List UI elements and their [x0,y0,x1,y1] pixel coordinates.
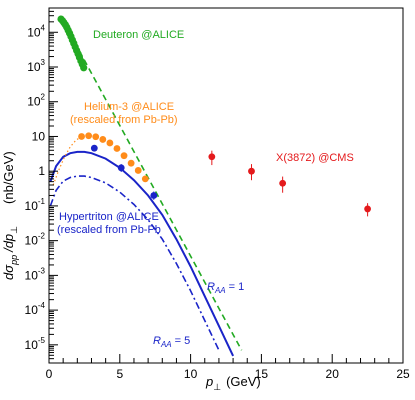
x-tick-label: 15 [255,367,269,381]
data-point-x-3872-cms [364,205,371,213]
data-point-helium-3-alice [99,136,107,143]
y-tick-label: 10-3 [25,266,46,282]
annotation-hypertriton-line1: Hypertriton @ALICE [59,211,159,223]
data-point-hypertriton-alice [90,144,98,152]
plot-frame [48,7,404,364]
annotation-hypertriton-line2: (rescaled from Pb-Pb [57,224,161,236]
annotation-raa-5: RAA = 5 [153,335,190,349]
data-point-helium-3-alice [120,152,128,160]
data-point-helium-3-alice [127,159,135,167]
data-point-helium-3-alice [141,175,149,183]
data-point-helium-3-alice [92,133,100,141]
annotation-helium-line1: Helium-3 @ALICE [84,101,174,113]
y-tick-label: 10 [32,129,46,143]
data-point-deuteron-alice [80,64,88,72]
y-tick-label: 103 [27,58,45,74]
data-point-helium-3-alice [85,132,93,140]
data-point-hypertriton-alice [117,164,125,172]
annotation-cms: X(3872) @CMS [276,152,354,164]
x-tick-label: 10 [184,367,198,381]
data-point-helium-3-alice [134,167,142,174]
series-line-coalescence-r-aa-5 [49,175,220,351]
y-tick-label: 10-5 [25,336,46,352]
annotation-raa-1: RAA = 1 [207,281,244,295]
data-point-helium-3-alice [78,133,85,140]
x-tick-label: 25 [396,367,410,381]
x-tick-label: 5 [116,367,123,381]
y-tick-label: 1 [38,164,45,178]
data-point-x-3872-cms [248,167,255,175]
data-point-x-3872-cms [208,153,216,161]
y-axis-title: dσpp/dp⊥(nb/GeV) [1,151,19,280]
data-point-helium-3-alice [113,145,121,152]
annotation-helium-line2: (rescaled from Pb-Pb) [70,114,178,126]
series-line-helium-3-extrapolation [52,135,82,186]
y-tick-label: 10-2 [25,232,46,248]
x-axis-title: p⊥ (GeV) [205,374,261,392]
x-tick-label: 0 [46,367,53,381]
y-tick-label: 104 [27,23,45,39]
series-line-coalescence-r-aa-1 [49,150,235,357]
y-tick-label: 10-4 [25,301,46,317]
annotation-deuteron: Deuteron @ALICE [93,29,184,41]
y-tick-label: 102 [27,93,45,109]
data-point-x-3872-cms [279,179,287,187]
y-tick-label: 10-1 [25,197,46,213]
x-tick-label: 20 [326,367,340,381]
data-point-helium-3-alice [106,139,114,147]
series-line-deuteron-fit [59,15,243,351]
data-point-hypertriton-alice [150,192,158,199]
